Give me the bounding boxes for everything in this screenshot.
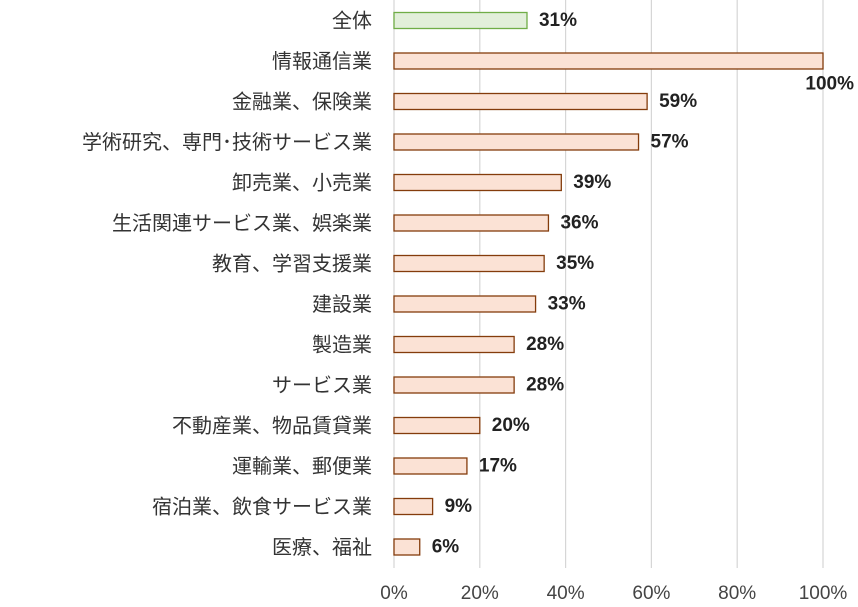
value-label: 35% bbox=[556, 253, 594, 274]
x-tick-label: 0% bbox=[380, 583, 408, 604]
value-label: 57% bbox=[651, 132, 689, 153]
value-label: 17% bbox=[479, 456, 517, 477]
value-label: 31% bbox=[539, 10, 577, 31]
category-label: 情報通信業 bbox=[272, 49, 372, 73]
value-label: 20% bbox=[492, 415, 530, 436]
category-label: 建設業 bbox=[312, 292, 372, 316]
bars bbox=[393, 11, 824, 556]
value-label: 6% bbox=[432, 537, 460, 558]
bar bbox=[393, 416, 481, 435]
bar bbox=[393, 11, 528, 30]
x-tick-label: 100% bbox=[799, 583, 848, 604]
value-label: 28% bbox=[526, 334, 564, 355]
category-label: 不動産業、物品賃貸業 bbox=[172, 414, 372, 438]
category-label: 教育、学習支援業 bbox=[212, 252, 372, 276]
value-label: 59% bbox=[659, 91, 697, 112]
category-label: 全体 bbox=[332, 9, 372, 33]
value-label: 9% bbox=[445, 496, 473, 517]
x-axis-tick-labels: 0% 20% 40% 60% 80% 100% bbox=[380, 583, 847, 604]
x-tick-label: 60% bbox=[632, 583, 670, 604]
category-label: 医療、福祉 bbox=[272, 535, 372, 559]
bar bbox=[393, 214, 550, 232]
category-label: 卸売業、小売業 bbox=[232, 171, 372, 195]
category-label: サービス業 bbox=[272, 373, 372, 397]
bar bbox=[393, 254, 545, 273]
gridlines bbox=[393, 0, 824, 568]
value-label: 100% bbox=[805, 74, 854, 95]
bar bbox=[393, 376, 515, 394]
category-label: 宿泊業、飲食サービス業 bbox=[152, 495, 372, 519]
bar bbox=[393, 173, 562, 192]
bar bbox=[393, 538, 421, 556]
category-label: 生活関連サービス業、娯楽業 bbox=[112, 211, 372, 235]
category-label: 学術研究、専門･技術サービス業 bbox=[82, 130, 372, 154]
category-label: 製造業 bbox=[312, 333, 372, 357]
x-tick-label: 20% bbox=[461, 583, 499, 604]
value-label: 39% bbox=[573, 172, 611, 193]
bar bbox=[393, 497, 434, 516]
category-labels: 全体情報通信業金融業、保険業学術研究、専門･技術サービス業卸売業、小売業生活関連… bbox=[82, 9, 372, 560]
bar bbox=[393, 295, 537, 313]
bar bbox=[393, 92, 648, 111]
value-labels: 31% 100% 59% 57% 39% 36% 35% 33% 28% 28% 20% 17% 9% 6… bbox=[432, 10, 854, 558]
bar bbox=[393, 52, 824, 70]
category-label: 運輸業、郵便業 bbox=[232, 454, 372, 478]
x-tick-label: 40% bbox=[547, 583, 585, 604]
value-label: 36% bbox=[560, 213, 598, 234]
x-tick-label: 80% bbox=[718, 583, 756, 604]
bar bbox=[393, 457, 468, 475]
category-label: 金融業、保険業 bbox=[232, 90, 372, 114]
value-label: 28% bbox=[526, 375, 564, 396]
value-label: 33% bbox=[548, 294, 586, 315]
bar bbox=[393, 335, 515, 354]
bar bbox=[393, 133, 640, 151]
